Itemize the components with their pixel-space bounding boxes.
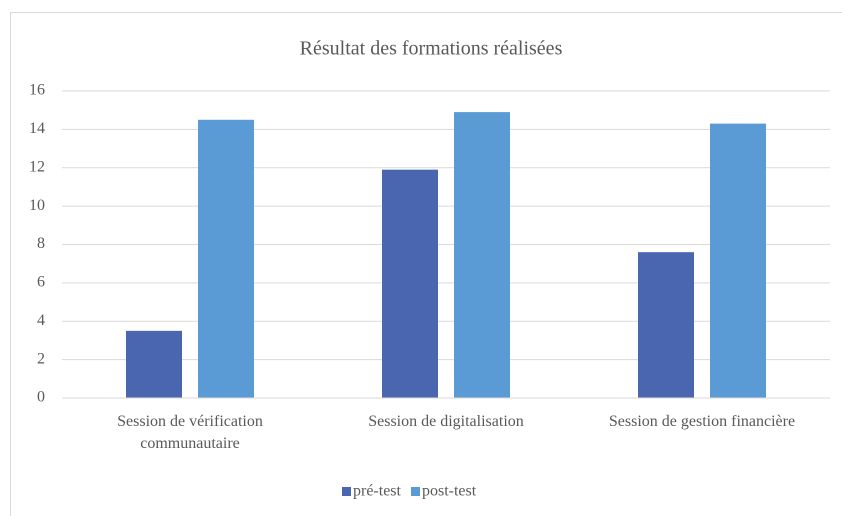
y-tick-label: 16 xyxy=(29,82,45,99)
y-tick-label: 8 xyxy=(37,235,45,252)
y-tick-label: 10 xyxy=(29,197,45,214)
bar xyxy=(454,112,510,398)
bar xyxy=(382,169,438,398)
legend-swatch xyxy=(410,487,420,496)
y-tick-label: 14 xyxy=(29,120,45,137)
x-tick-label: Session de digitalisation xyxy=(368,413,524,430)
y-tick-label: 6 xyxy=(37,274,45,291)
y-tick-label: 4 xyxy=(37,312,45,329)
legend-swatch xyxy=(342,487,351,496)
x-tick-label: Session de gestion financière xyxy=(609,413,795,430)
y-tick-label: 2 xyxy=(37,350,45,367)
x-tick-label: Session de vérification communautaire xyxy=(117,413,263,452)
chart-title: Résultat des formations réalisées xyxy=(300,38,563,60)
bar xyxy=(638,252,694,398)
legend-label: pré-test xyxy=(353,483,402,500)
y-tick-label: 0 xyxy=(37,389,45,406)
bar xyxy=(126,330,182,398)
bar xyxy=(710,123,766,399)
legend-label: post-test xyxy=(422,483,477,500)
y-tick-label: 12 xyxy=(29,158,45,175)
bar xyxy=(198,119,254,398)
